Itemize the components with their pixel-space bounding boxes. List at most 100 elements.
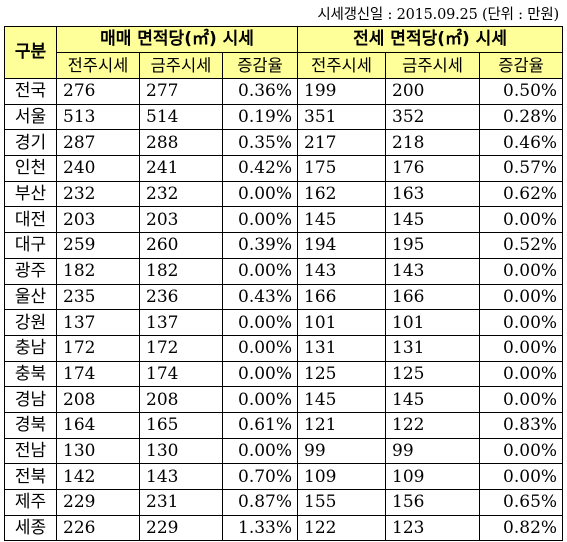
jeonse-curr-cell: 200 (385, 78, 481, 105)
sale-prev-cell: 137 (56, 309, 140, 336)
sale-prev-cell: 276 (56, 78, 140, 105)
sale-rate-cell: 0.61% (221, 411, 299, 439)
jeonse-prev-header: 전주시세 (297, 52, 387, 79)
region-cell: 대구 (4, 232, 57, 259)
sale-prev-cell: 240 (56, 155, 140, 182)
jeonse-rate-cell: 0.00% (479, 334, 564, 362)
jeonse-rate-cell: 0.62% (479, 180, 564, 208)
sale-rate-cell: 0.39% (221, 232, 299, 259)
sale-rate-cell: 0.00% (221, 334, 299, 362)
sale-curr-cell: 236 (139, 283, 223, 311)
jeonse-prev-cell: 162 (297, 180, 387, 208)
jeonse-curr-cell: 123 (385, 514, 481, 542)
jeonse-prev-cell: 145 (297, 206, 387, 234)
region-cell: 충남 (4, 334, 57, 362)
sale-prev-cell: 142 (56, 463, 140, 490)
region-cell: 부산 (4, 180, 57, 208)
sale-rate-cell: 0.00% (221, 180, 299, 208)
jeonse-rate-cell: 0.50% (479, 78, 564, 105)
region-cell: 인천 (4, 155, 57, 182)
region-cell: 울산 (4, 283, 57, 311)
sale-prev-cell: 259 (56, 232, 140, 259)
jeonse-rate-cell: 0.00% (479, 386, 564, 413)
jeonse-prev-cell: 121 (297, 411, 387, 439)
region-cell: 세종 (4, 514, 57, 542)
jeonse-curr-cell: 352 (385, 103, 481, 131)
jeonse-curr-cell: 145 (385, 206, 481, 234)
jeonse-prev-cell: 131 (297, 334, 387, 362)
sale-curr-cell: 137 (139, 309, 223, 336)
jeonse-rate-cell: 0.00% (479, 309, 564, 336)
jeonse-prev-cell: 217 (297, 129, 387, 157)
region-cell: 광주 (4, 257, 57, 285)
sale-prev-cell: 235 (56, 283, 140, 311)
jeonse-prev-cell: 143 (297, 257, 387, 285)
sale-curr-cell: 182 (139, 257, 223, 285)
jeonse-rate-cell: 0.00% (479, 463, 564, 490)
jeonse-prev-cell: 166 (297, 283, 387, 311)
table-row: 경기 287 288 0.35% 217 218 0.46% (4, 129, 564, 157)
sale-rate-cell: 0.00% (221, 386, 299, 413)
jeonse-curr-cell: 218 (385, 129, 481, 157)
jeonse-prev-cell: 194 (297, 232, 387, 259)
table-row: 전남 130 130 0.00% 99 99 0.00% (4, 437, 564, 465)
region-cell: 대전 (4, 206, 57, 234)
jeonse-curr-cell: 195 (385, 232, 481, 259)
region-cell: 경남 (4, 386, 57, 413)
jeonse-curr-cell: 125 (385, 360, 481, 388)
sale-prev-cell: 229 (56, 489, 140, 516)
table-row: 충북 174 174 0.00% 125 125 0.00% (4, 360, 564, 388)
table-row: 울산 235 236 0.43% 166 166 0.00% (4, 283, 564, 311)
sale-rate-cell: 0.00% (221, 309, 299, 336)
sale-prev-cell: 172 (56, 334, 140, 362)
sale-curr-cell: 260 (139, 232, 223, 259)
jeonse-rate-cell: 0.00% (479, 257, 564, 285)
sale-prev-cell: 232 (56, 180, 140, 208)
region-cell: 서울 (4, 103, 57, 131)
sale-curr-cell: 208 (139, 386, 223, 413)
table-row: 대전 203 203 0.00% 145 145 0.00% (4, 206, 564, 234)
sale-rate-cell: 1.33% (221, 514, 299, 542)
price-table: 구분 매매 면적당(㎡) 시세 전세 면적당(㎡) 시세 전주시세 금주시세 증… (4, 26, 564, 542)
table-row: 경북 164 165 0.61% 121 122 0.83% (4, 411, 564, 439)
jeonse-rate-cell: 0.00% (479, 206, 564, 234)
sale-rate-cell: 0.00% (221, 437, 299, 465)
sale-rate-cell: 0.70% (221, 463, 299, 490)
jeonse-curr-cell: 109 (385, 463, 481, 490)
region-cell: 경북 (4, 411, 57, 439)
sale-curr-cell: 165 (139, 411, 223, 439)
jeonse-prev-cell: 109 (297, 463, 387, 490)
sale-prev-cell: 287 (56, 129, 140, 157)
jeonse-curr-cell: 145 (385, 386, 481, 413)
sale-rate-cell: 0.43% (221, 283, 299, 311)
jeonse-curr-cell: 122 (385, 411, 481, 439)
sale-curr-cell: 232 (139, 180, 223, 208)
jeonse-prev-cell: 101 (297, 309, 387, 336)
jeonse-prev-cell: 99 (297, 437, 387, 465)
sale-group-header: 매매 면적당(㎡) 시세 (55, 26, 299, 53)
sale-curr-cell: 174 (139, 360, 223, 388)
table-row: 세종 226 229 1.33% 122 123 0.82% (4, 514, 564, 542)
table-row: 강원 137 137 0.00% 101 101 0.00% (4, 309, 564, 336)
jeonse-rate-cell: 0.52% (479, 232, 564, 259)
sale-curr-cell: 514 (139, 103, 223, 131)
table-row: 서울 513 514 0.19% 351 352 0.28% (4, 103, 564, 131)
region-cell: 제주 (4, 489, 57, 516)
jeonse-curr-cell: 99 (385, 437, 481, 465)
sale-rate-cell: 0.87% (221, 489, 299, 516)
jeonse-rate-cell: 0.00% (479, 360, 564, 388)
sale-rate-cell: 0.35% (221, 129, 299, 157)
table-row: 전북 142 143 0.70% 109 109 0.00% (4, 463, 564, 490)
region-cell: 강원 (4, 309, 57, 336)
update-date-note: 시세갱신일 : 2015.09.25 (단위 : 만원) (317, 7, 559, 23)
jeonse-prev-cell: 175 (297, 155, 387, 182)
table-row: 부산 232 232 0.00% 162 163 0.62% (4, 180, 564, 208)
sale-curr-header: 금주시세 (139, 52, 223, 79)
jeonse-curr-cell: 101 (385, 309, 481, 336)
sale-prev-cell: 203 (56, 206, 140, 234)
sale-prev-cell: 208 (56, 386, 140, 413)
jeonse-rate-cell: 0.28% (479, 103, 564, 131)
table-row: 충남 172 172 0.00% 131 131 0.00% (4, 334, 564, 362)
sale-rate-header: 증감율 (221, 52, 299, 79)
jeonse-rate-cell: 0.00% (479, 283, 564, 311)
